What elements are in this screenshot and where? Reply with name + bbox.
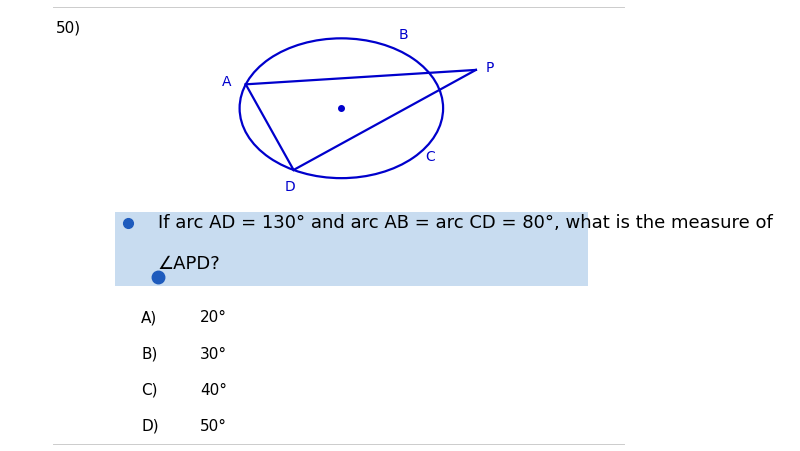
Text: ∠APD?: ∠APD? bbox=[158, 255, 220, 273]
Text: 50): 50) bbox=[56, 20, 81, 35]
FancyBboxPatch shape bbox=[115, 212, 587, 286]
Text: D): D) bbox=[141, 419, 158, 434]
Text: A: A bbox=[222, 75, 231, 89]
Text: 40°: 40° bbox=[200, 382, 227, 398]
Text: 30°: 30° bbox=[200, 346, 227, 362]
Text: B): B) bbox=[141, 346, 158, 362]
Text: B: B bbox=[398, 28, 408, 42]
Text: C: C bbox=[425, 150, 435, 164]
Text: D: D bbox=[285, 180, 296, 194]
Text: A): A) bbox=[141, 310, 158, 326]
Text: C): C) bbox=[141, 382, 158, 398]
Text: If arc AD = 130° and arc AB = arc CD = 80°, what is the measure of: If arc AD = 130° and arc AB = arc CD = 8… bbox=[158, 214, 772, 232]
Text: 20°: 20° bbox=[200, 310, 227, 326]
Text: P: P bbox=[486, 60, 494, 75]
Text: 50°: 50° bbox=[200, 419, 227, 434]
